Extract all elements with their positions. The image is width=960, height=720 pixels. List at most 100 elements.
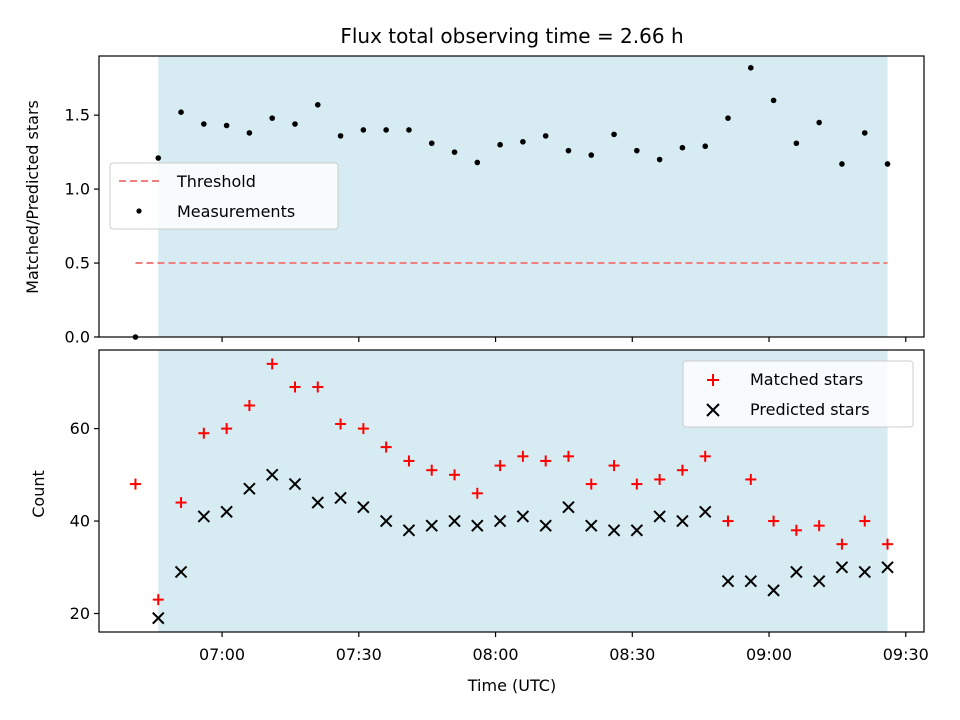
top-axes-frame xyxy=(98,55,925,338)
matched-stars-point xyxy=(426,464,438,476)
measurement-point xyxy=(861,130,868,136)
legend-matched-label: Matched stars xyxy=(750,370,863,389)
predicted-stars-point xyxy=(220,505,233,519)
matched-stars-point xyxy=(312,381,324,393)
top-panel: 0.0 0.5 1.0 1.5 Flux total observing time =… xyxy=(23,24,925,347)
measurement-point xyxy=(656,156,663,163)
measurement-point xyxy=(747,65,754,71)
top-y-ticks: 0.0 0.5 1.0 1.5 xyxy=(65,106,99,347)
top-x-ticks xyxy=(221,337,907,342)
measurement-point xyxy=(793,140,800,147)
y-tick-label: 60 xyxy=(70,419,90,438)
top-y-axis-label: Matched/Predicted stars xyxy=(23,100,42,294)
matched-stars-point xyxy=(654,473,666,485)
measurement-point xyxy=(178,109,184,115)
matched-stars-point xyxy=(198,427,210,439)
predicted-stars-point xyxy=(835,561,849,574)
measurement-point xyxy=(542,133,549,139)
legend-predicted-swatch xyxy=(706,403,720,417)
matched-stars-point xyxy=(722,515,734,527)
predicted-stars-point xyxy=(265,468,279,482)
matched-stars-point xyxy=(494,460,506,472)
measurement-point xyxy=(451,149,458,155)
predicted-stars-point xyxy=(812,574,826,588)
measurement-point xyxy=(428,140,435,147)
matched-stars-point xyxy=(768,515,780,527)
measurement-point xyxy=(702,143,709,150)
bottom-axes-frame xyxy=(98,349,925,633)
matched-stars-point xyxy=(631,478,643,490)
matched-stars-point xyxy=(449,469,461,481)
top-legend-box xyxy=(109,162,339,230)
measurement-point xyxy=(725,115,731,121)
matched-stars-point xyxy=(859,515,871,527)
matched-stars-point xyxy=(403,455,415,467)
legend-predicted-label: Predicted stars xyxy=(750,400,870,419)
y-tick-label: 1.5 xyxy=(65,106,90,125)
predicted-stars-point xyxy=(744,574,758,588)
matched-stars-point xyxy=(380,441,392,453)
measurement-point xyxy=(816,119,822,126)
predicted-stars-point xyxy=(334,491,347,505)
measurement-point xyxy=(360,127,367,133)
predicted-stars-point xyxy=(676,514,689,528)
bottom-y-ticks: 20 40 60 xyxy=(70,419,99,623)
bottom-panel: 20 40 60 07:00 07:30 08:00 08:30 09:00 09:30 Ti… xyxy=(29,349,929,695)
matched-stars-point xyxy=(129,478,141,490)
x-tick-label: 08:00 xyxy=(472,645,518,664)
matched-stars-point xyxy=(790,524,802,536)
predicted-stars-point xyxy=(152,611,165,625)
predicted-stars-point xyxy=(516,510,530,523)
legend-matched-swatch xyxy=(707,374,719,386)
predicted-stars-point xyxy=(790,565,803,579)
matched-stars-point xyxy=(471,487,483,499)
matched-stars-point xyxy=(243,399,255,411)
matched-stars-point xyxy=(813,520,825,532)
matched-stars-point xyxy=(562,450,574,462)
y-tick-label: 20 xyxy=(70,604,90,623)
matched-stars-point xyxy=(608,460,620,472)
bottom-data-layer xyxy=(129,358,894,625)
matched-stars-point xyxy=(517,450,529,462)
x-tick-label: 09:30 xyxy=(883,645,929,664)
measurement-point xyxy=(770,97,777,104)
predicted-stars-point xyxy=(653,510,666,523)
measurement-point xyxy=(292,121,298,127)
top-legend: Threshold Measurements xyxy=(109,162,339,230)
matched-stars-point xyxy=(335,418,347,430)
predicted-stars-point xyxy=(288,477,302,491)
predicted-stars-point xyxy=(630,524,644,537)
measurement-point xyxy=(497,141,503,148)
measurement-point xyxy=(565,147,572,154)
matched-stars-point xyxy=(836,538,848,550)
bottom-y-axis-label: Count xyxy=(29,470,48,518)
predicted-stars-point xyxy=(881,561,894,574)
measurement-point xyxy=(884,161,891,167)
matched-stars-point xyxy=(745,473,757,485)
matched-stars-point xyxy=(585,478,597,490)
measurement-point xyxy=(520,138,526,145)
matched-stars-point xyxy=(540,455,552,467)
predicted-stars-point xyxy=(858,565,871,579)
measurement-point xyxy=(223,122,230,129)
measurement-point xyxy=(155,155,162,161)
matched-stars-point xyxy=(676,464,688,476)
matched-stars-point xyxy=(289,381,301,393)
y-tick-label: 0.5 xyxy=(65,254,90,273)
bottom-x-ticks: 07:00 07:30 08:00 08:30 09:00 09:30 xyxy=(199,632,929,664)
measurement-point xyxy=(337,133,344,139)
measurement-point xyxy=(201,121,207,127)
matched-stars-point xyxy=(266,358,278,370)
predicted-stars-point xyxy=(197,510,211,523)
y-tick-label: 1.0 xyxy=(65,180,90,199)
chart-title: Flux total observing time = 2.66 h xyxy=(340,24,683,48)
measurement-point xyxy=(246,130,253,136)
measurement-point xyxy=(679,144,686,151)
bottom-legend-box xyxy=(682,360,914,428)
measurement-point xyxy=(383,127,389,133)
measurement-point xyxy=(474,159,481,166)
predicted-stars-point xyxy=(585,519,598,532)
predicted-stars-point xyxy=(721,574,735,588)
matched-stars-point xyxy=(221,423,233,435)
